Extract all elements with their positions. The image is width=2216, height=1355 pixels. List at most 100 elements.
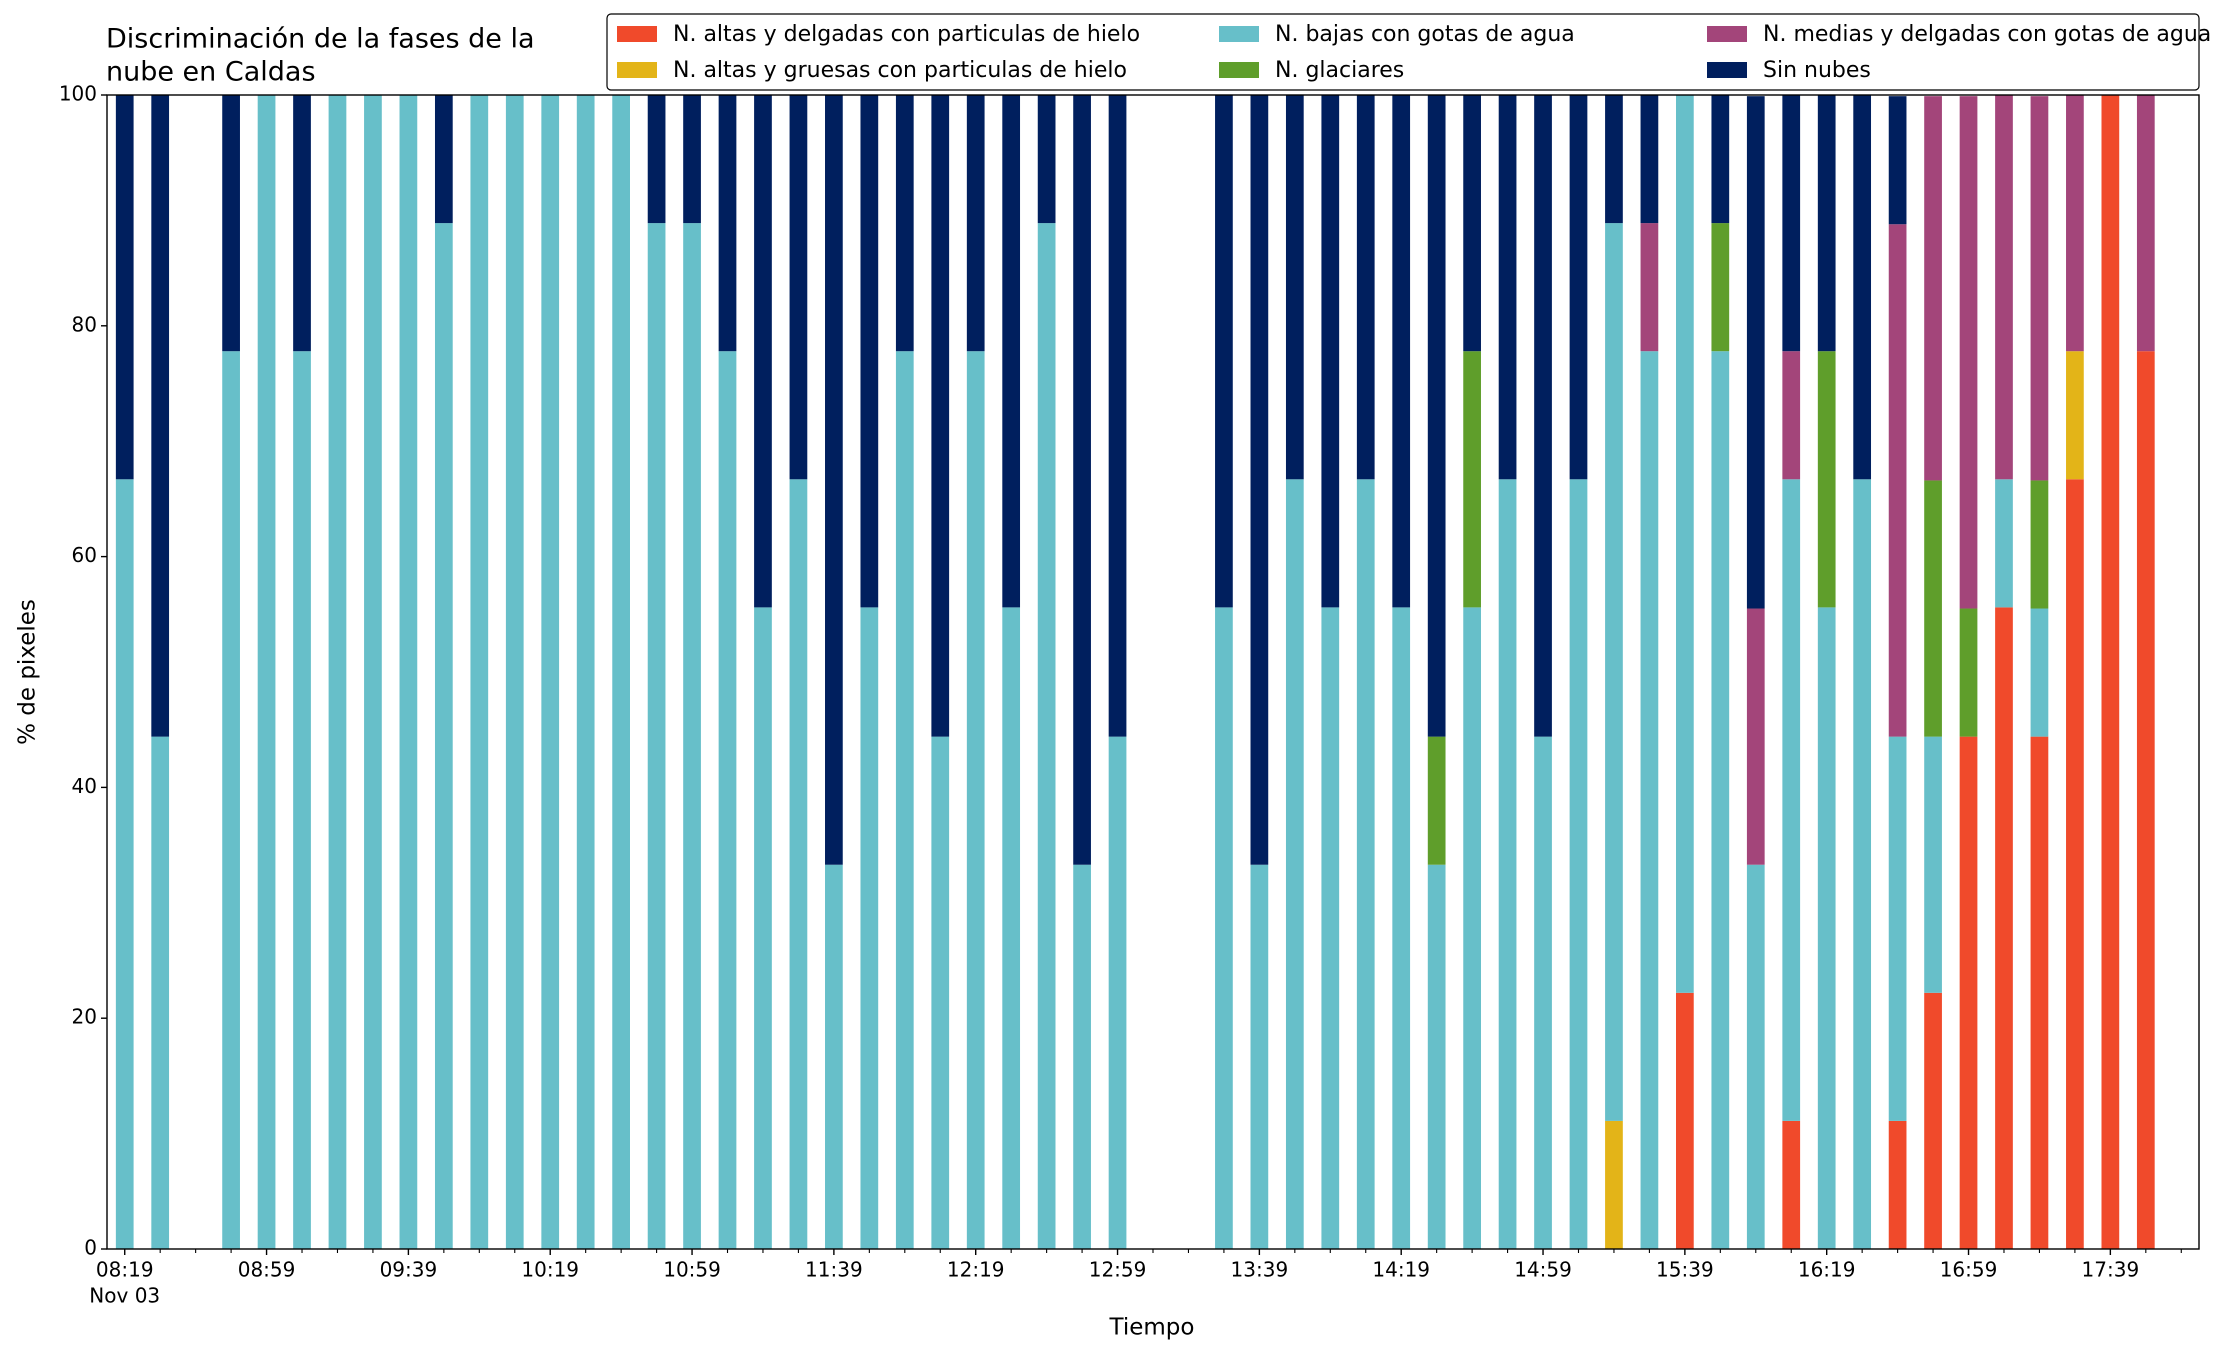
bar-segment	[718, 95, 737, 352]
bar-segment	[434, 223, 453, 1249]
legend-swatch	[617, 62, 657, 78]
bar-segment	[1498, 479, 1517, 1250]
bar-segment	[647, 223, 666, 1249]
bar-segment	[1888, 1120, 1907, 1249]
bar-segment	[1569, 479, 1588, 1250]
bar-segment	[2030, 480, 2049, 609]
x-tick-label: 17:39	[2082, 1258, 2140, 1282]
bar-segment	[541, 95, 560, 1249]
y-tick-label: 80	[72, 312, 97, 336]
bar-segment	[1002, 95, 1021, 608]
x-axis-label: Tiempo	[1109, 1315, 1195, 1341]
bar-segment	[2136, 351, 2155, 1249]
bar-segment	[1640, 223, 1659, 352]
bar-segment	[2136, 95, 2155, 352]
bar-segment	[825, 95, 843, 865]
bar-segment	[222, 351, 240, 1249]
bar-segment	[754, 607, 772, 1249]
bar-segment	[1427, 95, 1446, 737]
bar-segment	[576, 95, 595, 1249]
bar-segment	[1463, 607, 1481, 1249]
bar-segment	[1782, 351, 1801, 480]
x-date-label: Nov 03	[89, 1284, 160, 1308]
bar-segment	[1534, 95, 1552, 737]
bar-segment	[1534, 736, 1552, 1249]
legend-label: Sin nubes	[1763, 58, 1871, 83]
legend-swatch	[1707, 26, 1747, 42]
bar-segment	[1605, 95, 1623, 224]
bar-segment	[1037, 223, 1056, 1249]
bar-segment	[1959, 608, 1978, 737]
bar-segment	[1746, 864, 1765, 1249]
bar-segment	[1285, 95, 1304, 480]
bar-segment	[683, 223, 701, 1249]
bar-segment	[2030, 736, 2049, 1249]
bar-segment	[754, 95, 772, 608]
bar-segment	[115, 479, 134, 1250]
bar-segment	[1640, 351, 1659, 1249]
bar-segment	[789, 95, 808, 480]
bar-segment	[1924, 992, 1942, 1249]
bar-segment	[1888, 96, 1907, 225]
bar-segment	[1498, 95, 1517, 480]
bar-segment	[2030, 96, 2049, 481]
bar-segment	[470, 95, 489, 1249]
legend-box	[606, 13, 2200, 91]
bar-segment	[434, 95, 453, 224]
bar-segment	[718, 351, 737, 1249]
legend-label: N. medias y delgadas con gotas de agua	[1763, 22, 2211, 47]
bar-segment	[647, 95, 666, 224]
y-tick-label: 60	[72, 543, 97, 567]
bar-segment	[1285, 479, 1304, 1250]
bar-segment	[1427, 864, 1446, 1249]
legend: N. altas y delgadas con particulas de hi…	[606, 13, 2211, 91]
bar-segment	[1924, 96, 1942, 481]
legend-swatch	[617, 26, 657, 42]
bar-segment	[966, 95, 985, 352]
bar-segment	[825, 864, 843, 1249]
bar-segment	[1746, 608, 1765, 865]
bar-segment	[1640, 95, 1659, 224]
bar-segment	[1002, 607, 1021, 1249]
y-tick-label: 100	[59, 82, 97, 106]
bar-segment	[1215, 607, 1233, 1249]
bar-segment	[683, 95, 701, 224]
x-tick-label: 12:59	[1089, 1258, 1147, 1282]
bar-segment	[931, 95, 950, 737]
bar-segment	[1711, 223, 1730, 352]
bar-segment	[1356, 95, 1375, 480]
legend-swatch	[1219, 26, 1259, 42]
bar-segment	[1959, 96, 1978, 609]
x-tick-label: 14:59	[1514, 1258, 1572, 1282]
bar-segment	[1782, 95, 1801, 352]
bar-segment	[1676, 95, 1694, 993]
bar-segment	[293, 95, 311, 352]
bar-segment	[1108, 95, 1127, 737]
x-tick-label: 16:19	[1798, 1258, 1856, 1282]
y-tick-label: 40	[72, 774, 97, 798]
x-tick-label: 14:19	[1372, 1258, 1430, 1282]
bar-segment	[1676, 992, 1694, 1249]
bar-segment	[1817, 95, 1836, 352]
bar-segment	[1215, 95, 1233, 608]
bar-segment	[1888, 224, 1907, 737]
x-tick-label: 09:39	[380, 1258, 438, 1282]
bar-segment	[1817, 351, 1836, 608]
bar-segment	[151, 95, 170, 737]
bar-segment	[2066, 351, 2084, 480]
bar-segment	[1569, 95, 1588, 480]
bar-segment	[1463, 95, 1481, 352]
bar-segment	[1888, 736, 1907, 1121]
bar-segment	[1995, 95, 2013, 480]
y-axis-label: % de pixeles	[15, 599, 41, 745]
bar-segment	[1782, 1120, 1801, 1249]
legend-swatch	[1219, 62, 1259, 78]
bar-segment	[1605, 1120, 1623, 1249]
bar-segment	[1817, 607, 1836, 1249]
bar-segment	[1924, 736, 1942, 993]
y-tick-label: 0	[84, 1236, 97, 1260]
bar-segment	[1746, 96, 1765, 609]
bar-segment	[151, 736, 170, 1249]
bar-segment	[1250, 864, 1269, 1249]
